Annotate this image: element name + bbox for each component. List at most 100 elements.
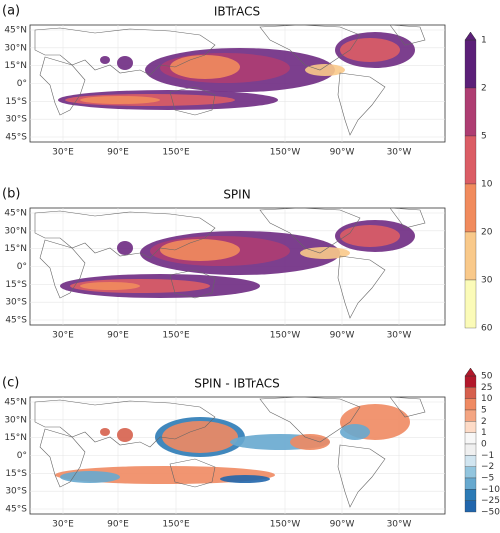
lon-tick-label: 150°W xyxy=(270,520,301,530)
colorbar-segment xyxy=(464,279,477,329)
density-region xyxy=(117,241,133,255)
density-region xyxy=(305,64,345,76)
lon-tick-label: 30°W xyxy=(387,520,412,530)
lat-tick-label: 45°S xyxy=(5,133,27,143)
coastline xyxy=(39,56,86,116)
lat-tick-label: 15°S xyxy=(5,97,27,107)
lon-tick-label: 90°E xyxy=(107,148,129,158)
lat-tick-label: 30°N xyxy=(4,226,27,236)
coastline xyxy=(169,269,216,299)
lat-tick-label: 30°S xyxy=(5,298,27,308)
lat-tick-label: 45°S xyxy=(5,505,27,515)
density-region xyxy=(340,38,400,62)
lon-tick-label: 30°W xyxy=(387,148,412,158)
lon-tick-label: 30°E xyxy=(52,331,74,341)
lat-tick-label: 30°N xyxy=(4,43,27,53)
lon-tick-label: 150°W xyxy=(270,331,301,341)
density-region xyxy=(117,428,133,442)
colorbar-segment xyxy=(464,421,477,433)
coastline xyxy=(34,210,216,259)
colorbar-tick-label: 1 xyxy=(481,36,487,46)
colorbar-tick-label: −5 xyxy=(481,474,494,484)
colorbar-tick-label: −2 xyxy=(481,462,494,472)
colorbar-tick-label: 30 xyxy=(481,276,493,286)
colorbar-segment xyxy=(464,409,477,422)
lat-tick-label: 45°N xyxy=(4,398,27,408)
coastline xyxy=(169,86,216,116)
colorbar-segment xyxy=(464,183,477,233)
colorbar-tick-label: 5 xyxy=(481,132,487,142)
colorbar-segment xyxy=(464,443,477,456)
colorbar-tick-label: 60 xyxy=(481,324,493,334)
colorbar-segment xyxy=(464,375,477,388)
map xyxy=(29,24,446,143)
coastline xyxy=(259,396,361,443)
colorbar-tick-label: 25 xyxy=(481,383,492,393)
coastline xyxy=(34,399,216,448)
lon-tick-label: 90°W xyxy=(330,520,355,530)
coastline xyxy=(259,207,361,254)
colorbar-tick-label: 10 xyxy=(481,394,493,404)
colorbar-tick-label: 10 xyxy=(481,180,493,190)
lat-tick-label: 15°N xyxy=(4,61,27,71)
map xyxy=(29,396,446,515)
coastline xyxy=(389,24,426,46)
panel-label: (c) xyxy=(2,376,19,391)
panel-title: IBTrACS xyxy=(214,5,260,19)
lat-tick-label: 45°N xyxy=(4,209,27,219)
lon-tick-label: 150°E xyxy=(162,520,190,530)
colorbar-segment xyxy=(464,489,477,501)
density-region xyxy=(300,247,350,259)
lat-tick-label: 0° xyxy=(17,262,27,272)
lon-tick-label: 30°W xyxy=(387,331,412,341)
lat-tick-label: 30°S xyxy=(5,115,27,125)
colorbar-tick-label: −10 xyxy=(481,485,500,495)
colorbar-segment xyxy=(464,432,477,445)
lat-tick-label: 45°N xyxy=(4,26,27,36)
colorbar-tick-label: −1 xyxy=(481,451,494,461)
coastline xyxy=(34,27,216,76)
colorbar-segment xyxy=(464,500,477,513)
lon-tick-label: 150°E xyxy=(162,148,190,158)
colorbar-tick-label: 20 xyxy=(481,228,493,238)
lon-tick-label: 90°E xyxy=(107,331,129,341)
colorbar-segment xyxy=(464,477,477,490)
colorbar-extend xyxy=(464,367,477,377)
density-region xyxy=(100,428,110,436)
coastline xyxy=(389,396,426,418)
lat-tick-label: 15°S xyxy=(5,280,27,290)
coastline xyxy=(39,239,86,299)
coastline xyxy=(337,444,386,508)
colorbar-segment xyxy=(464,231,477,281)
lon-tick-label: 90°W xyxy=(330,331,355,341)
colorbar-tick-label: −50 xyxy=(481,508,500,518)
colorbar-segment xyxy=(464,455,477,467)
colorbar-tick-label: 1 xyxy=(481,428,487,438)
density-region xyxy=(60,471,120,483)
lat-tick-label: 45°S xyxy=(5,316,27,326)
density-region xyxy=(80,96,160,104)
colorbar-tick-label: 5 xyxy=(481,406,487,416)
colorbar-tick-label: 50 xyxy=(481,372,493,382)
lat-tick-label: 30°S xyxy=(5,487,27,497)
lon-tick-label: 90°E xyxy=(107,520,129,530)
density-region xyxy=(290,434,330,450)
density-region xyxy=(80,282,140,290)
colorbar-tick-label: −25 xyxy=(481,496,500,506)
panel-title: SPIN - IBTrACS xyxy=(194,377,280,391)
lat-tick-label: 0° xyxy=(17,79,27,89)
density-region xyxy=(162,421,238,453)
coastline xyxy=(39,428,86,488)
density-region xyxy=(100,56,110,64)
colorbar-extend xyxy=(464,31,477,41)
coastline xyxy=(259,24,361,71)
colorbar-tick-label: 2 xyxy=(481,84,487,94)
lon-tick-label: 150°E xyxy=(162,331,190,341)
density-region xyxy=(160,239,240,261)
lon-tick-label: 90°W xyxy=(330,148,355,158)
density-region xyxy=(340,225,400,247)
colorbar-segment xyxy=(464,466,477,479)
panel-label: (a) xyxy=(2,4,20,19)
lon-tick-label: 30°E xyxy=(52,520,74,530)
density-region xyxy=(220,475,270,483)
